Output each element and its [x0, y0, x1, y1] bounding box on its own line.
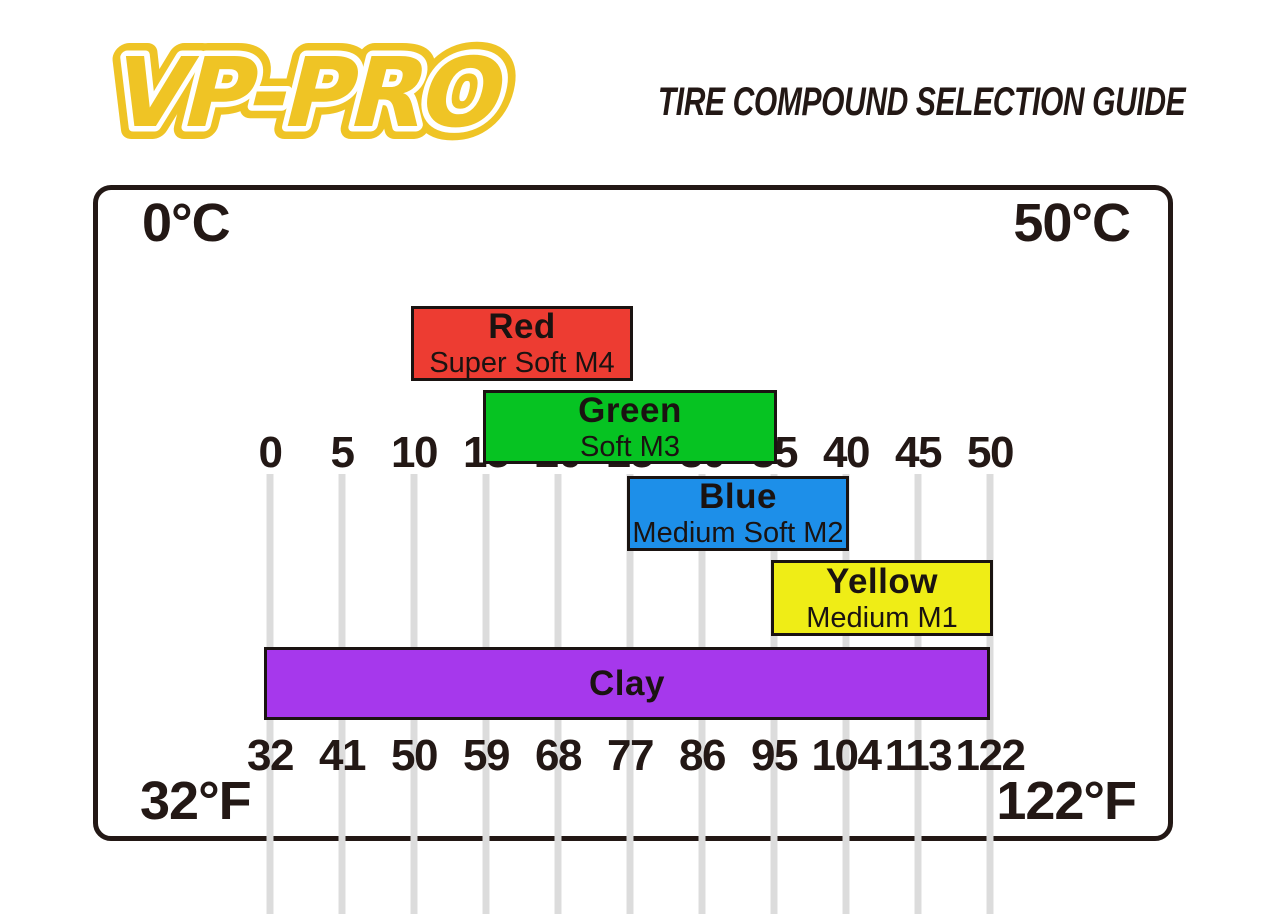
fahrenheit-tick-label-77: 77	[607, 731, 654, 780]
celsius-tick-label-40: 40	[823, 428, 870, 477]
gridline-50c	[986, 474, 994, 914]
fahrenheit-min-label: 32°F	[140, 771, 252, 831]
fahrenheit-tick-label-68: 68	[535, 731, 582, 780]
compound-bar-name: Red	[488, 307, 556, 346]
compound-bar-red: Red Super Soft M4	[411, 306, 633, 381]
vp-pro-logo: VP-PRO VP-PRO VP-PRO	[89, 24, 527, 161]
fahrenheit-max-label: 122°F	[996, 771, 1137, 831]
compound-bar-subtitle: Soft M3	[580, 430, 680, 463]
compound-bar-name: Blue	[699, 477, 777, 516]
fahrenheit-tick-label-104: 104	[811, 731, 882, 780]
compound-bar-subtitle: Super Soft M4	[429, 347, 615, 379]
celsius-max-label: 50°C	[1013, 193, 1131, 253]
compound-bar-blue: Blue Medium Soft M2	[627, 476, 849, 551]
fahrenheit-tick-label-50: 50	[391, 731, 438, 780]
compound-bar-name: Green	[578, 390, 682, 430]
compound-bar-yellow: Yellow Medium M1	[771, 560, 993, 636]
compound-bar-clay: Clay	[264, 647, 990, 720]
celsius-tick-label-10: 10	[391, 428, 438, 477]
compound-bar-green: Green Soft M3	[483, 390, 777, 464]
celsius-tick-label-5: 5	[330, 428, 355, 477]
fahrenheit-tick-label-95: 95	[751, 731, 798, 780]
logo-text-gap: VP-PRO	[102, 37, 514, 148]
celsius-tick-label-0: 0	[258, 428, 283, 477]
logo-text: VP-PRO	[102, 37, 514, 148]
page-title: TIRE COMPOUND SELECTION GUIDE	[657, 80, 1186, 124]
vp-pro-logo-graphic: VP-PRO VP-PRO VP-PRO	[89, 24, 527, 161]
celsius-tick-label-45: 45	[895, 428, 942, 477]
fahrenheit-tick-label-41: 41	[319, 731, 366, 780]
fahrenheit-tick-label-86: 86	[679, 731, 726, 780]
fahrenheit-tick-label-59: 59	[463, 731, 510, 780]
fahrenheit-tick-label-113: 113	[884, 731, 953, 780]
compound-bar-name: Yellow	[826, 561, 938, 601]
fahrenheit-tick-label-122: 122	[955, 731, 1026, 780]
fahrenheit-tick-label-32: 32	[247, 731, 294, 780]
compound-bar-subtitle: Medium M1	[806, 601, 958, 634]
logo-text-outer: VP-PRO	[102, 37, 514, 148]
celsius-min-label: 0°C	[142, 193, 231, 253]
compound-bar-name: Clay	[589, 664, 665, 703]
compound-bar-subtitle: Medium Soft M2	[632, 517, 844, 549]
celsius-tick-label-50: 50	[967, 428, 1014, 477]
